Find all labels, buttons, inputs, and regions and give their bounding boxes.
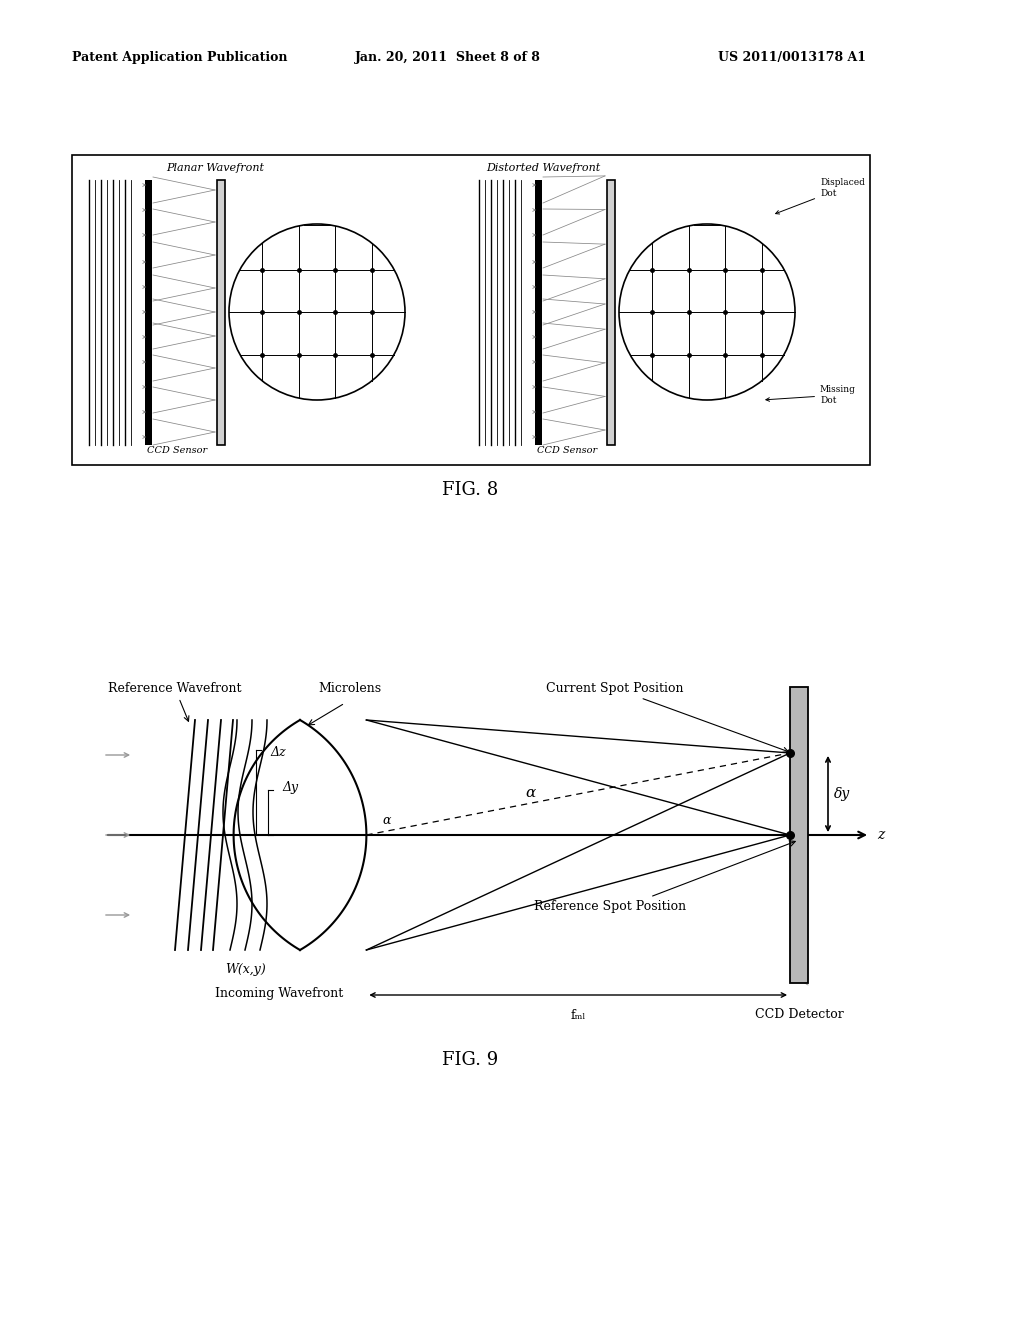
Text: α: α: [382, 814, 390, 828]
Bar: [790, 686, 808, 983]
Text: fₘₗ: fₘₗ: [570, 1008, 586, 1022]
Text: Microlens: Microlens: [318, 682, 382, 696]
Text: z: z: [877, 828, 885, 842]
Text: CCD Detector: CCD Detector: [755, 1008, 844, 1022]
Text: FIG. 8: FIG. 8: [442, 480, 498, 499]
Text: Reference Wavefront: Reference Wavefront: [109, 682, 242, 721]
Text: W(x,y): W(x,y): [225, 964, 266, 977]
Text: α: α: [525, 785, 536, 800]
Text: Incoming Wavefront: Incoming Wavefront: [215, 986, 343, 999]
Text: Missing
Dot: Missing Dot: [766, 385, 856, 405]
Bar: [217, 180, 225, 445]
Text: Current Spot Position: Current Spot Position: [546, 682, 788, 752]
Bar: [72, 154, 870, 465]
Text: CCD Sensor: CCD Sensor: [537, 446, 597, 455]
Text: Distorted Wavefront: Distorted Wavefront: [485, 162, 600, 173]
Text: δy: δy: [834, 787, 850, 801]
Bar: [535, 180, 542, 445]
Text: FIG. 9: FIG. 9: [442, 1051, 498, 1069]
Bar: [607, 180, 615, 445]
Text: Jan. 20, 2011  Sheet 8 of 8: Jan. 20, 2011 Sheet 8 of 8: [355, 51, 541, 65]
Text: Patent Application Publication: Patent Application Publication: [72, 51, 288, 65]
Text: Reference Spot Position: Reference Spot Position: [534, 900, 686, 913]
Text: Planar Wavefront: Planar Wavefront: [166, 162, 264, 173]
Text: Displaced
Dot: Displaced Dot: [775, 178, 865, 214]
Text: US 2011/0013178 A1: US 2011/0013178 A1: [718, 51, 866, 65]
Text: Δz: Δz: [270, 747, 286, 759]
Text: CCD Sensor: CCD Sensor: [146, 446, 207, 455]
Text: Δy: Δy: [282, 780, 298, 793]
Bar: [145, 180, 152, 445]
